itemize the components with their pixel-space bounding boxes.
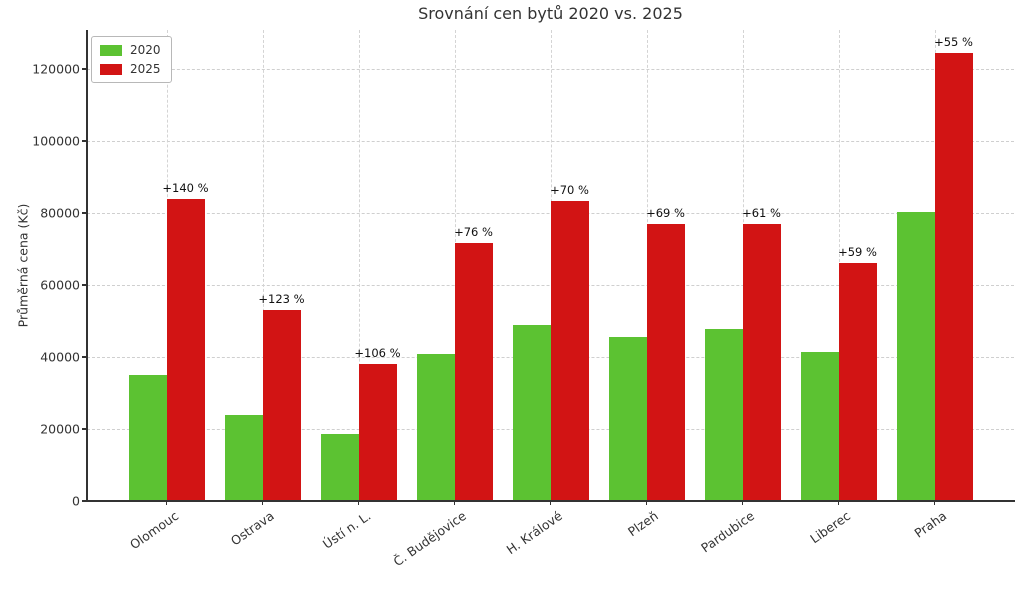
y-tick-label: 40000 — [40, 349, 80, 365]
x-tick-label: Plzeň — [625, 508, 662, 540]
bar-2020 — [512, 324, 551, 501]
x-axis-spine — [86, 500, 1015, 502]
bar-2025 — [358, 363, 397, 501]
x-tick-label: Ostrava — [228, 508, 278, 549]
y-axis-spine — [86, 30, 88, 501]
chart-title: Srovnání cen bytů 2020 vs. 2025 — [418, 4, 683, 23]
y-tick-label: 20000 — [40, 421, 80, 437]
percent-increase-label: +61 % — [742, 206, 781, 221]
y-tick-mark — [82, 356, 87, 358]
x-tick-mark — [261, 501, 264, 505]
x-tick-label: Praha — [911, 508, 950, 541]
bar-2025 — [262, 310, 301, 501]
vertical-gridline — [358, 30, 360, 501]
bar-2020 — [224, 415, 263, 501]
percent-increase-label: +55 % — [934, 35, 973, 50]
y-tick-mark — [82, 500, 87, 502]
x-tick-mark — [549, 501, 552, 505]
y-tick-label: 0 — [72, 493, 80, 509]
x-tick-mark — [741, 501, 744, 505]
x-tick-label: Olomouc — [126, 508, 182, 553]
y-tick-label: 60000 — [40, 277, 80, 293]
vertical-gridline — [262, 30, 264, 501]
bar-2020 — [608, 336, 647, 501]
bar-2025 — [166, 198, 205, 501]
percent-increase-label: +76 % — [454, 225, 493, 240]
percent-increase-label: +106 % — [354, 345, 401, 360]
x-tick-label: Pardubice — [698, 508, 758, 556]
bar-2025 — [454, 243, 493, 501]
x-tick-mark — [453, 501, 456, 505]
x-tick-mark — [933, 501, 936, 505]
bar-2025 — [646, 223, 685, 501]
bar-2025 — [742, 224, 781, 501]
legend: 2020 2025 — [91, 36, 172, 83]
y-tick-label: 120000 — [32, 61, 80, 77]
y-tick-mark — [82, 140, 87, 142]
legend-label: 2025 — [130, 62, 161, 76]
legend-item: 2020 — [100, 43, 161, 57]
legend-label: 2020 — [130, 43, 161, 57]
bar-2025 — [934, 53, 973, 501]
bar-2020 — [800, 351, 839, 501]
legend-swatch-2020 — [100, 44, 122, 56]
percent-increase-label: +59 % — [838, 245, 877, 260]
bar-2025 — [550, 201, 589, 501]
percent-increase-label: +69 % — [646, 205, 685, 220]
bar-2020 — [128, 374, 167, 501]
percent-increase-label: +140 % — [162, 180, 209, 195]
x-tick-mark — [357, 501, 360, 505]
percent-increase-label: +70 % — [550, 183, 589, 198]
bar-2025 — [838, 263, 877, 501]
bar-2020 — [896, 212, 935, 501]
percent-increase-label: +123 % — [258, 292, 305, 307]
bar-2020 — [416, 354, 455, 501]
x-tick-mark — [165, 501, 168, 505]
legend-item: 2025 — [100, 62, 161, 76]
y-tick-label: 100000 — [32, 133, 80, 149]
y-tick-mark — [82, 68, 87, 70]
y-tick-mark — [82, 212, 87, 214]
x-tick-label: H. Králové — [503, 508, 566, 558]
bar-2020 — [320, 434, 359, 501]
x-tick-label: Ústí n. L. — [319, 508, 374, 552]
bar-2020 — [704, 329, 743, 501]
legend-swatch-2025 — [100, 63, 122, 75]
x-tick-mark — [837, 501, 840, 505]
y-tick-mark — [82, 284, 87, 286]
x-tick-mark — [645, 501, 648, 505]
y-tick-label: 80000 — [40, 205, 80, 221]
y-tick-mark — [82, 428, 87, 430]
x-tick-label: Č. Budějovice — [390, 508, 470, 570]
x-tick-label: Liberec — [807, 508, 854, 547]
